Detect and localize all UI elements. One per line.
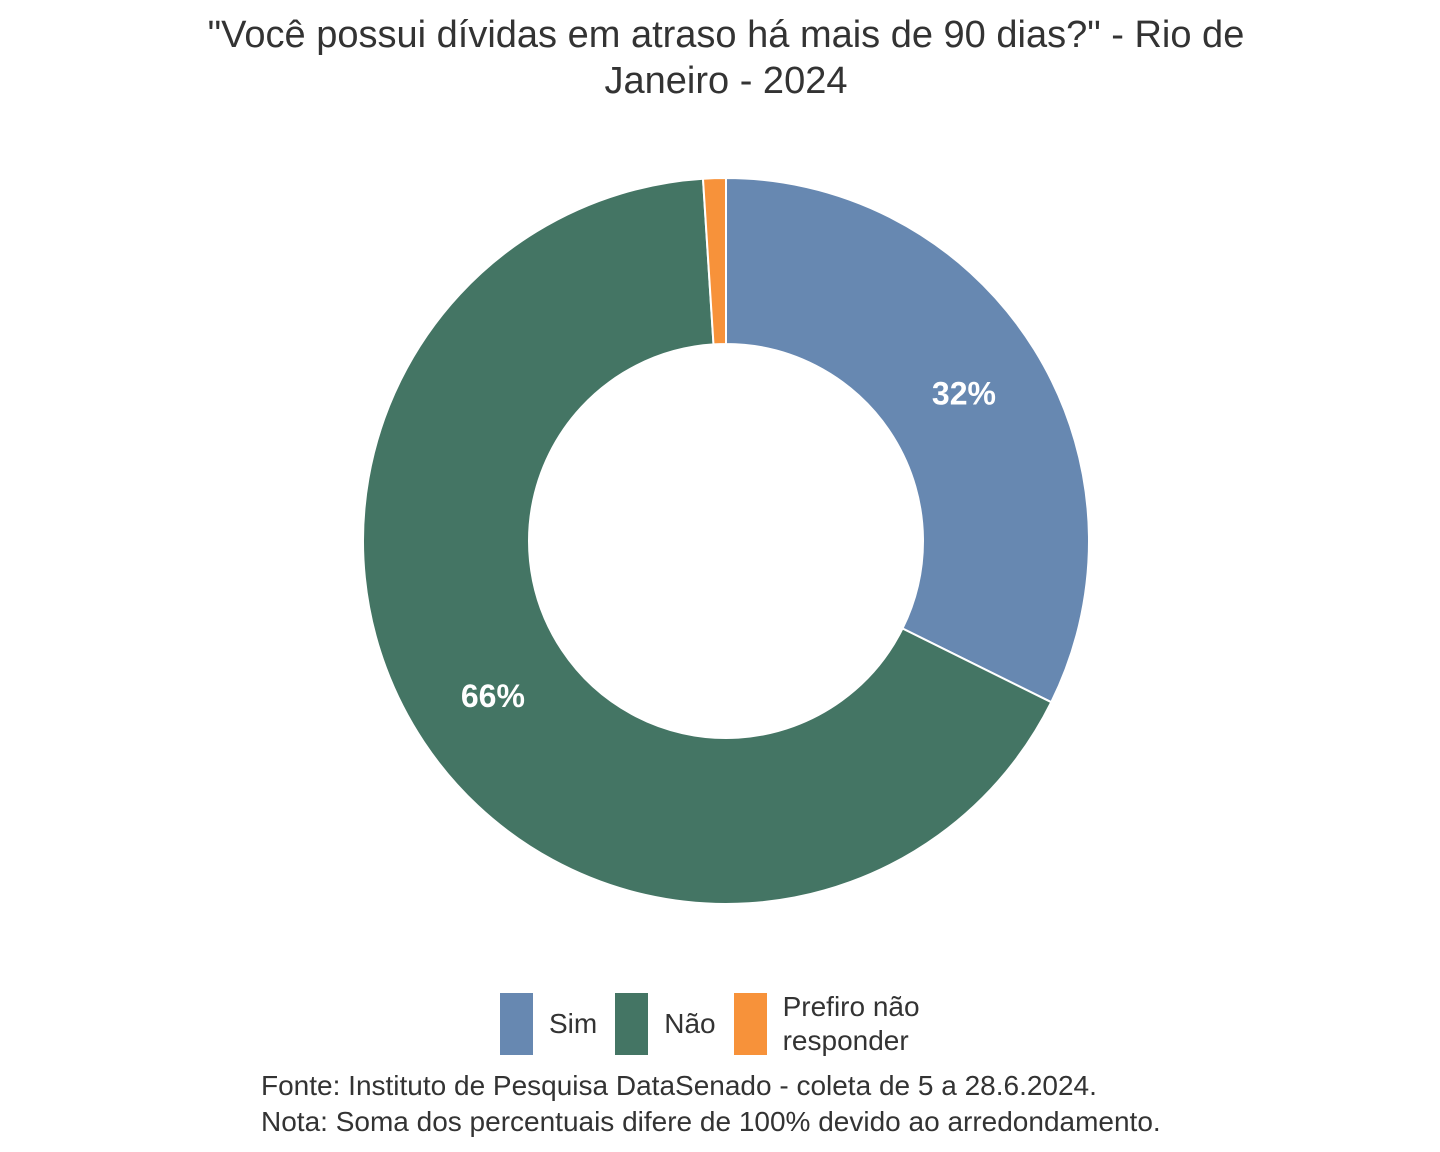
chart-title: "Você possui dívidas em atraso há mais d… (0, 12, 1440, 104)
slice-prefiro-nao-responder (701, 176, 727, 346)
footnotes: Fonte: Instituto de Pesquisa DataSenado … (261, 1068, 1161, 1140)
legend-label-sim-line-1: Sim (549, 1008, 598, 1039)
legend-key-nao (615, 993, 649, 1055)
legend-key-prefiro (733, 993, 767, 1055)
legend-label-prefiro-line-2: responder (782, 1025, 909, 1056)
legend: Sim Não Prefiro não responder (500, 990, 938, 1058)
legend-label-prefiro-line-1: Prefiro não (782, 991, 920, 1022)
donut-slices (362, 176, 1090, 905)
chart-title-line-2: Janeiro - 2024 (604, 60, 848, 102)
data-label-sim: 32% (932, 375, 996, 411)
legend-label-prefiro: Prefiro não responder (783, 990, 920, 1058)
legend-label-nao-line-1: Não (664, 1008, 716, 1039)
slice-sim (725, 176, 1090, 704)
legend-item-prefiro: Prefiro não responder (733, 990, 920, 1058)
legend-label-nao: Não (664, 1007, 715, 1041)
rounding-note: Nota: Soma dos percentuais difere de 100… (261, 1106, 1161, 1137)
legend-label-sim: Sim (549, 1007, 597, 1041)
legend-key-sim (500, 993, 533, 1055)
legend-item-nao: Não (615, 993, 716, 1055)
legend-item-sim: Sim (500, 993, 597, 1055)
donut-data-labels: 32% 66% (461, 375, 996, 714)
data-label-nao: 66% (461, 678, 525, 714)
source-note: Fonte: Instituto de Pesquisa DataSenado … (261, 1070, 1097, 1101)
slice-nao (362, 177, 1053, 905)
chart-title-line-1: "Você possui dívidas em atraso há mais d… (207, 14, 1245, 56)
